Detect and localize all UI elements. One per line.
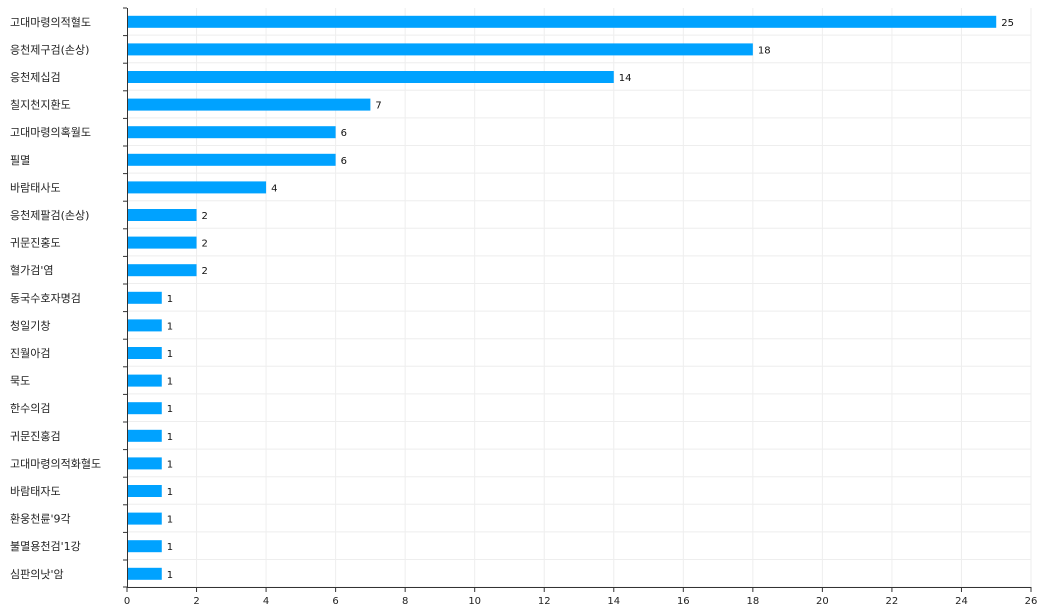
- bar-value-label: 1: [167, 404, 173, 415]
- bar-value-label: 25: [1001, 18, 1014, 29]
- x-tick-label: 16: [677, 596, 690, 607]
- category-label: 동국수호자명검: [10, 292, 81, 305]
- category-label: 귀문진홍도: [10, 236, 61, 250]
- bar-value-label: 1: [167, 459, 173, 470]
- x-tick-label: 26: [1025, 596, 1038, 607]
- category-label: 환웅천륜'9각: [10, 512, 71, 526]
- category-label: 귀문진홍검: [10, 429, 61, 443]
- bar-value-label: 2: [202, 239, 208, 250]
- x-tick-label: 10: [468, 596, 481, 607]
- bar: [127, 71, 614, 83]
- x-tick-label: 2: [193, 596, 199, 607]
- category-label: 청일기창: [10, 318, 50, 332]
- category-label: 묵도: [10, 375, 30, 388]
- bar: [127, 457, 162, 470]
- bar-value-label: 7: [375, 101, 381, 112]
- labels: 25고대마령의적혈도18응천제구검(손상)14응천제십검7칠지천지환도6고대마령…: [10, 15, 1037, 607]
- bar: [127, 236, 197, 249]
- x-tick-label: 12: [538, 596, 551, 607]
- category-label: 고대마령의혹월도: [10, 125, 91, 139]
- bar-value-label: 2: [202, 266, 208, 277]
- bar-value-label: 1: [167, 432, 173, 443]
- bar: [127, 485, 162, 497]
- bar-value-label: 1: [167, 487, 173, 498]
- x-tick-label: 4: [263, 596, 269, 607]
- bar-value-label: 4: [271, 183, 277, 194]
- bar: [127, 402, 162, 415]
- category-label: 필멸: [10, 154, 30, 167]
- x-tick-label: 22: [886, 596, 899, 607]
- category-label: 혈가검'염: [10, 263, 54, 277]
- bar: [127, 512, 162, 525]
- axes: [123, 7, 1032, 592]
- category-label: 고대마령의적화혈도: [10, 456, 101, 470]
- x-tick-label: 18: [746, 596, 759, 607]
- bar-value-label: 1: [167, 542, 173, 553]
- x-tick-label: 20: [816, 596, 829, 607]
- x-tick-label: 14: [607, 596, 620, 607]
- bar: [127, 291, 162, 304]
- bar: [127, 209, 197, 221]
- bar: [127, 540, 162, 553]
- bar: [127, 347, 162, 359]
- x-tick-label: 6: [332, 596, 338, 607]
- bar-value-label: 14: [619, 73, 632, 84]
- x-tick-label: 24: [955, 596, 968, 607]
- bar: [127, 43, 753, 56]
- bar-value-label: 18: [758, 45, 771, 56]
- category-label: 심판의낫'암: [10, 568, 64, 581]
- bar-value-label: 1: [167, 377, 173, 388]
- category-label: 불멸용천검'1강: [10, 539, 81, 553]
- bar-value-label: 6: [341, 156, 347, 167]
- bar: [127, 567, 162, 580]
- category-label: 칠지천지환도: [10, 98, 71, 112]
- bar-value-label: 1: [167, 321, 173, 332]
- category-label: 한수의검: [10, 402, 50, 415]
- bar: [127, 429, 162, 442]
- category-label: 고대마령의적혈도: [10, 15, 91, 29]
- category-label: 바람태자도: [10, 485, 61, 498]
- x-tick-label: 0: [124, 596, 130, 607]
- bar: [127, 264, 197, 277]
- bar-value-label: 6: [341, 128, 347, 139]
- grid: [127, 8, 1032, 588]
- bar-value-label: 1: [167, 570, 173, 581]
- bar: [127, 153, 336, 166]
- bar-value-label: 1: [167, 349, 173, 360]
- category-label: 바람태사도: [10, 181, 61, 194]
- bar-value-label: 1: [167, 515, 173, 526]
- bar: [127, 98, 371, 111]
- category-label: 응천제구검(손상): [10, 42, 89, 56]
- bar-value-label: 1: [167, 294, 173, 305]
- category-label: 응천제십검: [10, 70, 61, 84]
- category-label: 응천제팔검(손상): [10, 208, 89, 222]
- bar: [127, 319, 162, 332]
- bar-value-label: 2: [202, 211, 208, 222]
- bars: [127, 15, 997, 580]
- bar: [127, 126, 336, 139]
- bar: [127, 181, 267, 194]
- bar: [127, 374, 162, 387]
- x-tick-label: 8: [402, 596, 408, 607]
- category-label: 진월아검: [10, 347, 50, 360]
- bar: [127, 15, 997, 28]
